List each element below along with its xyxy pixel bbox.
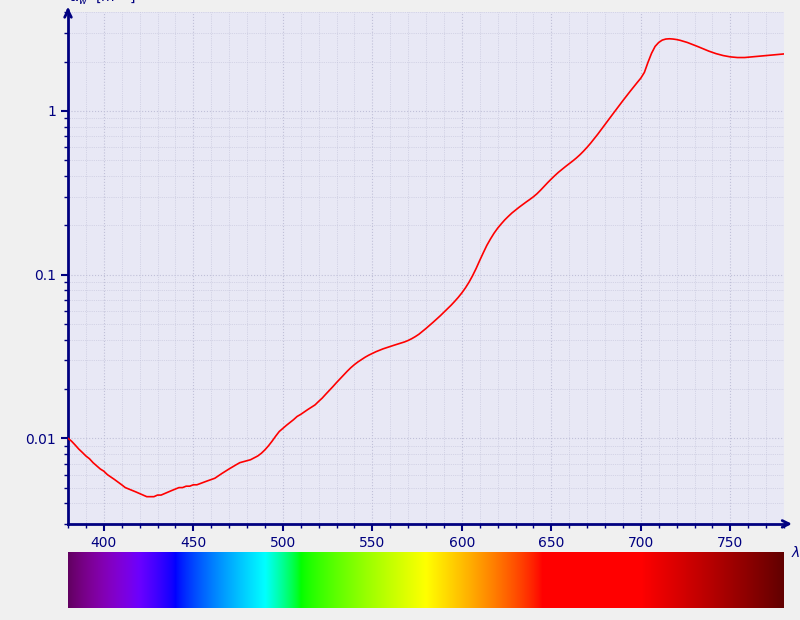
Text: $\alpha_w$  [m$^{-1}$]: $\alpha_w$ [m$^{-1}$] bbox=[70, 0, 136, 7]
Text: $\lambda$ [nm]: $\lambda$ [nm] bbox=[791, 544, 800, 560]
